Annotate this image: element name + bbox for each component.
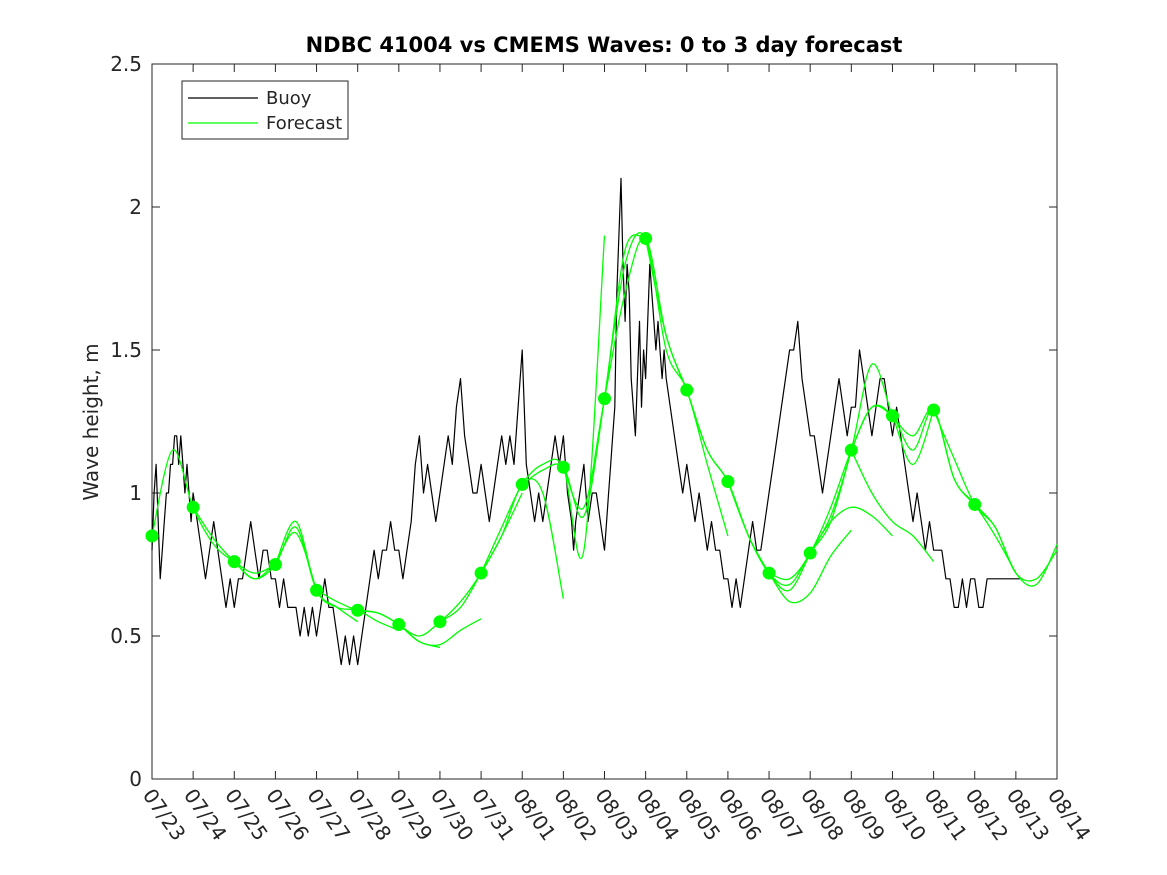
forecast-point xyxy=(968,497,982,511)
legend-label: Forecast xyxy=(266,113,342,134)
y-tick-label: 1.5 xyxy=(110,338,142,362)
forecast-point xyxy=(927,403,941,417)
forecast-point xyxy=(721,475,735,489)
forecast-point xyxy=(680,383,694,397)
forecast-point xyxy=(145,529,159,543)
forecast-point xyxy=(351,603,365,617)
forecast-series-line xyxy=(480,235,606,574)
forecast-point xyxy=(762,566,776,580)
forecast-series-line xyxy=(809,506,893,554)
forecast-point xyxy=(268,558,282,571)
forecast-point xyxy=(186,500,200,514)
buoy-series-line xyxy=(151,177,1020,666)
y-tick-label: 1 xyxy=(129,481,142,505)
forecast-point xyxy=(639,231,653,245)
forecast-series-line xyxy=(768,529,852,604)
y-axis-label: Wave height, m xyxy=(79,343,103,500)
forecast-point xyxy=(556,460,570,474)
forecast-point xyxy=(433,615,447,629)
forecast-series-line xyxy=(274,520,400,631)
forecast-point xyxy=(515,477,529,491)
forecast-series-line xyxy=(809,363,935,554)
forecast-point xyxy=(310,583,324,597)
forecast-series-line xyxy=(151,449,276,574)
forecast-point xyxy=(598,392,611,406)
forecast-point xyxy=(392,618,406,632)
y-tick-label: 0 xyxy=(129,767,142,791)
forecast-series-line xyxy=(439,478,565,623)
legend-box xyxy=(181,80,349,140)
y-tick-label: 0.5 xyxy=(110,624,142,648)
y-tick-label: 2.5 xyxy=(110,52,142,76)
forecast-point xyxy=(885,409,899,423)
forecast-point xyxy=(803,546,817,560)
forecast-series-line xyxy=(357,609,482,647)
chart-title: NDBC 41004 vs CMEMS Waves: 0 to 3 day fo… xyxy=(306,33,903,57)
forecast-series-line xyxy=(892,408,1017,574)
forecast-point xyxy=(474,566,488,580)
y-tick-label: 2 xyxy=(129,195,142,219)
forecast-series-line xyxy=(974,503,1058,582)
legend-label: Buoy xyxy=(266,88,312,109)
forecast-point xyxy=(844,443,858,457)
forecast-series-line xyxy=(850,449,935,563)
forecast-series-line xyxy=(521,234,646,519)
forecast-series-line xyxy=(603,232,729,537)
forecast-point xyxy=(227,555,241,569)
